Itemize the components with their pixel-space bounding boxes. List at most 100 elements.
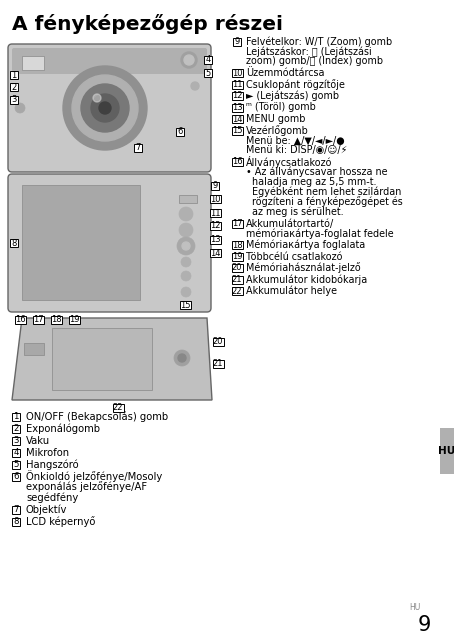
Text: 9: 9 <box>417 615 431 635</box>
FancyBboxPatch shape <box>232 158 242 166</box>
Text: 9: 9 <box>212 182 217 191</box>
Circle shape <box>184 55 194 65</box>
Bar <box>22 185 140 300</box>
Text: ON/OFF (Bekapcsolás) gomb: ON/OFF (Bekapcsolás) gomb <box>26 412 168 422</box>
Text: 4: 4 <box>205 56 211 65</box>
FancyBboxPatch shape <box>10 96 18 104</box>
FancyBboxPatch shape <box>212 338 223 346</box>
Circle shape <box>63 66 147 150</box>
Text: Mikrofon: Mikrofon <box>26 447 69 458</box>
Text: 21: 21 <box>232 275 242 284</box>
Circle shape <box>182 242 190 250</box>
Text: exponálás jelzőfénye/AF: exponálás jelzőfénye/AF <box>26 481 147 493</box>
Text: 18: 18 <box>51 316 61 324</box>
Text: Vezérlőgomb: Vezérlőgomb <box>246 125 309 136</box>
Text: 8: 8 <box>13 517 19 526</box>
FancyBboxPatch shape <box>232 287 242 295</box>
Circle shape <box>15 103 25 113</box>
FancyBboxPatch shape <box>232 104 242 111</box>
Circle shape <box>177 237 195 255</box>
Text: 19: 19 <box>232 252 242 261</box>
Circle shape <box>191 82 199 90</box>
FancyBboxPatch shape <box>12 472 20 481</box>
FancyBboxPatch shape <box>212 360 223 368</box>
Text: Egyébként nem lehet szilárdan: Egyébként nem lehet szilárdan <box>246 187 401 197</box>
Circle shape <box>93 94 101 102</box>
Text: Exponálógomb: Exponálógomb <box>26 423 100 434</box>
Text: 16: 16 <box>232 157 242 166</box>
FancyBboxPatch shape <box>113 404 123 412</box>
Text: Felvételkor: W/T (Zoom) gomb: Felvételkor: W/T (Zoom) gomb <box>246 36 392 47</box>
FancyBboxPatch shape <box>12 461 20 468</box>
Text: 3: 3 <box>11 95 17 104</box>
Text: 14: 14 <box>232 115 242 124</box>
FancyBboxPatch shape <box>134 144 142 152</box>
Text: 17: 17 <box>33 316 43 324</box>
FancyBboxPatch shape <box>209 195 221 203</box>
FancyBboxPatch shape <box>232 275 242 284</box>
FancyBboxPatch shape <box>12 506 20 513</box>
Bar <box>440 428 454 474</box>
FancyBboxPatch shape <box>204 56 212 64</box>
Text: 8: 8 <box>11 239 17 248</box>
Text: Állványcsatlakozó: Állványcsatlakozó <box>246 156 332 168</box>
Text: 11: 11 <box>210 209 220 218</box>
Text: Üzemmódtárcsa: Üzemmódtárcsa <box>246 68 325 78</box>
Text: 16: 16 <box>15 316 25 324</box>
Text: 17: 17 <box>232 219 242 228</box>
Text: 5: 5 <box>13 460 19 469</box>
FancyBboxPatch shape <box>12 413 20 420</box>
Text: 2: 2 <box>13 424 19 433</box>
FancyBboxPatch shape <box>232 115 242 123</box>
FancyBboxPatch shape <box>15 316 25 324</box>
Text: Akkumulátor helye: Akkumulátor helye <box>246 285 337 296</box>
Text: A fényképezőgép részei: A fényképezőgép részei <box>12 14 283 34</box>
Circle shape <box>178 354 186 362</box>
Text: 22: 22 <box>232 287 242 296</box>
Text: zoom) gomb/⒡ (Index) gomb: zoom) gomb/⒡ (Index) gomb <box>246 56 383 67</box>
Text: Menü ki: DISP/◉/☺/⚡: Menü ki: DISP/◉/☺/⚡ <box>246 145 347 156</box>
Circle shape <box>181 271 191 281</box>
FancyBboxPatch shape <box>204 69 212 77</box>
FancyBboxPatch shape <box>211 182 219 190</box>
Text: Mémóriакártya foglalata: Mémóriакártya foglalata <box>246 240 365 250</box>
FancyBboxPatch shape <box>232 127 242 134</box>
Text: 13: 13 <box>232 103 242 112</box>
Text: 10: 10 <box>232 68 242 77</box>
Polygon shape <box>12 318 212 400</box>
Bar <box>179 195 197 203</box>
Circle shape <box>81 84 129 132</box>
Text: az meg is sérülhet.: az meg is sérülhet. <box>246 207 344 217</box>
FancyBboxPatch shape <box>10 239 18 247</box>
Text: Csuklopánt rögzítője: Csuklopánt rögzítője <box>246 79 345 90</box>
Text: 6: 6 <box>178 127 183 136</box>
FancyBboxPatch shape <box>232 92 242 100</box>
FancyBboxPatch shape <box>232 264 242 272</box>
Text: Mémóriahásználat-jelző: Mémóriahásználat-jelző <box>246 262 361 273</box>
Text: mémóriакártya-foglalat fedele: mémóriакártya-foglalat fedele <box>246 228 394 239</box>
Text: 14: 14 <box>210 248 220 257</box>
Text: 11: 11 <box>232 80 242 89</box>
FancyBboxPatch shape <box>233 38 241 45</box>
Circle shape <box>91 94 119 122</box>
Circle shape <box>181 257 191 267</box>
Text: 6: 6 <box>13 472 19 481</box>
Text: LCD képernyő: LCD képernyő <box>26 516 95 527</box>
Text: 20: 20 <box>232 264 242 273</box>
FancyBboxPatch shape <box>69 316 79 324</box>
Text: 2: 2 <box>11 83 17 92</box>
Text: ᵐ (Töröl) gomb: ᵐ (Töröl) gomb <box>246 102 316 113</box>
Text: 10: 10 <box>210 195 220 204</box>
Text: 22: 22 <box>113 403 123 413</box>
Text: 15: 15 <box>180 301 190 310</box>
FancyBboxPatch shape <box>50 316 61 324</box>
Text: 13: 13 <box>210 236 220 244</box>
Text: 1: 1 <box>11 70 17 79</box>
Text: 12: 12 <box>210 221 220 230</box>
FancyBboxPatch shape <box>12 424 20 433</box>
FancyBboxPatch shape <box>10 83 18 91</box>
FancyBboxPatch shape <box>232 241 242 249</box>
Text: HU: HU <box>410 604 420 612</box>
FancyBboxPatch shape <box>232 253 242 260</box>
Text: Menü be: ▲/▼/◄/►/●: Menü be: ▲/▼/◄/►/● <box>246 136 345 145</box>
